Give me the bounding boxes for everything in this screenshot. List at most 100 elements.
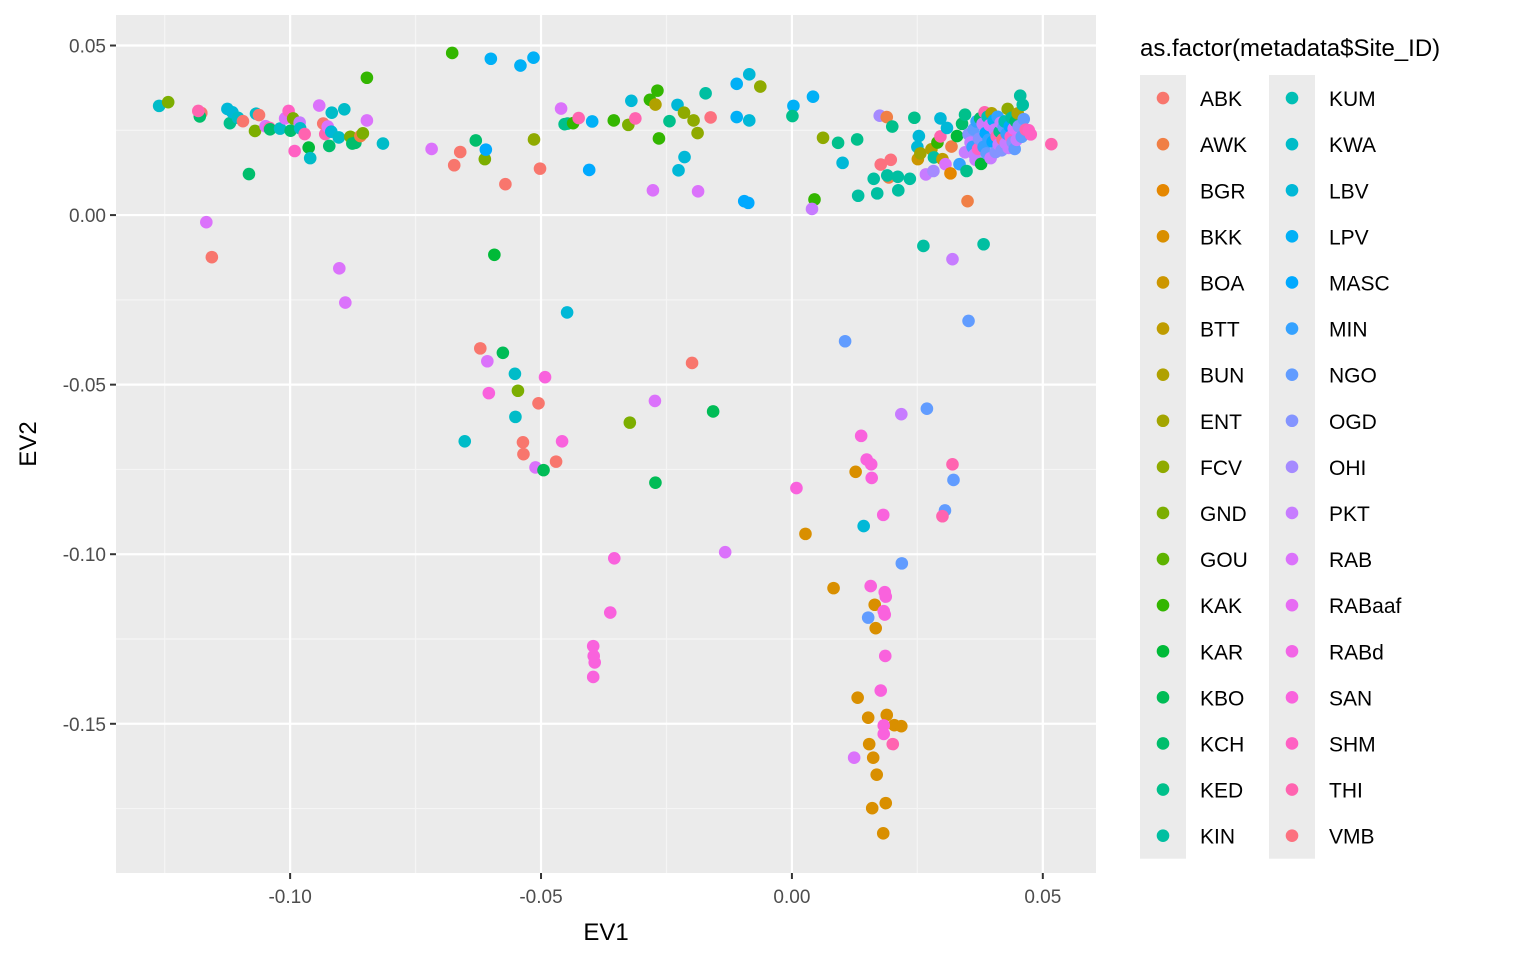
legend-label-boa: BOA [1200, 272, 1244, 295]
data-point-ked [850, 133, 864, 146]
data-point-rab [332, 262, 346, 275]
legend-key-kbo [1156, 691, 1170, 704]
data-point-gnd [161, 95, 175, 109]
legend-label-ohi: OHI [1329, 457, 1366, 480]
data-point-san [586, 670, 600, 684]
x-tick-label: -0.05 [519, 887, 562, 908]
legend-label-kin: KIN [1200, 826, 1235, 849]
data-point-kak [445, 46, 459, 60]
data-point-san [854, 429, 868, 443]
data-point-kin [1016, 98, 1030, 112]
data-point-pkt [946, 252, 959, 266]
data-point-kin [867, 172, 881, 186]
major-gridlines [116, 15, 1096, 873]
data-point-kwa [508, 367, 522, 381]
legend-label-gou: GOU [1200, 549, 1248, 572]
legend-label-rab: RAB [1329, 549, 1372, 572]
data-point-lbv [836, 156, 849, 170]
legend-key-lbv [1285, 183, 1299, 197]
legend-label-pkt: PKT [1329, 503, 1370, 526]
legend-key-shm [1285, 737, 1299, 750]
legend-label-fcv: FCV [1200, 457, 1242, 480]
legend-label-bkk: BKK [1200, 226, 1242, 249]
data-point-abk [549, 455, 563, 468]
legend-key-abk [1156, 91, 1170, 105]
data-point-fcv [527, 133, 541, 146]
data-point-kin [891, 170, 905, 184]
y-axis: -0.15 -0.10 -0.05 0.00 0.05 [63, 37, 116, 736]
data-point-thi [191, 104, 205, 118]
data-point-ohi [927, 164, 940, 178]
data-point-san [878, 608, 892, 621]
data-point-fcv [687, 114, 700, 127]
data-point-thi [629, 112, 642, 125]
data-point-thi [572, 111, 585, 125]
data-point-ngo [838, 334, 852, 348]
data-point-lbv [678, 150, 691, 164]
data-point-lpv [514, 59, 527, 72]
data-point-ngo [861, 611, 875, 624]
data-point-kwa [332, 131, 346, 144]
data-point-kak [360, 71, 374, 85]
legend-label-lpv: LPV [1329, 226, 1369, 249]
data-point-kin [699, 87, 712, 100]
data-point-san [538, 370, 552, 384]
legend-key-rabaaf [1285, 598, 1299, 612]
legend-key-thi [1285, 783, 1299, 796]
x-axis: -0.10 -0.05 0.00 0.05 [268, 873, 1061, 908]
data-point-masc [582, 163, 596, 177]
data-point-lpv [585, 115, 599, 128]
data-point-abk [533, 162, 547, 175]
data-point-fcv [677, 106, 691, 119]
legend-label-thi: THI [1329, 780, 1363, 803]
data-point-bun [649, 98, 662, 111]
data-point-masc [479, 143, 493, 156]
legend-label-kum: KUM [1329, 88, 1376, 111]
data-point-bkk [865, 801, 879, 815]
legend-key-rabd [1285, 644, 1299, 658]
data-point-rab [200, 215, 213, 229]
data-point-abk [517, 447, 530, 461]
legend-label-kch: KCH [1200, 733, 1244, 756]
data-point-kin [870, 187, 884, 200]
legend-label-awk: AWK [1200, 134, 1247, 157]
legend-key-gnd [1156, 506, 1170, 520]
data-point-ngo [920, 402, 934, 416]
legend-key-kch [1156, 737, 1170, 750]
data-point-san [790, 481, 803, 495]
data-point-kin [917, 239, 930, 253]
legend-key-kin [1156, 829, 1170, 842]
data-point-lbv [672, 164, 685, 177]
legend-key-kwa [1285, 137, 1299, 151]
data-point-san [865, 471, 878, 485]
data-point-san [877, 727, 891, 741]
y-tick-label: -0.10 [63, 545, 106, 566]
data-point-lbv [625, 94, 638, 108]
data-point-thi [1045, 137, 1058, 151]
data-point-rab [481, 354, 494, 368]
data-point-bkk [880, 708, 894, 722]
legend-key-bgr [1156, 183, 1170, 197]
data-point-rab [425, 142, 438, 156]
legend-key-btt [1156, 322, 1170, 335]
data-point-vmb [874, 158, 888, 171]
data-point-abk [453, 145, 467, 159]
data-point-bkk [869, 621, 883, 635]
data-point-fcv [816, 131, 830, 145]
legend-key-boa [1156, 276, 1170, 289]
data-point-ngo [962, 314, 975, 328]
data-point-kwa [273, 122, 287, 135]
data-point-san [879, 590, 893, 603]
data-point-abk [474, 342, 487, 355]
data-point-kak [651, 84, 664, 97]
data-point-ngo [895, 557, 909, 570]
legend: ABK AWK BGR BKK BOA BTT BUN ENT FCV GND GOU KAK KAR K… [1140, 75, 1402, 859]
data-point-kwa [509, 410, 522, 424]
legend-label-ogd: OGD [1329, 411, 1377, 434]
data-point-ent [914, 147, 927, 160]
data-point-bkk [799, 527, 812, 541]
data-point-kwa [325, 106, 339, 119]
data-point-rab [718, 545, 732, 559]
legend-label-kwa: KWA [1329, 134, 1376, 157]
